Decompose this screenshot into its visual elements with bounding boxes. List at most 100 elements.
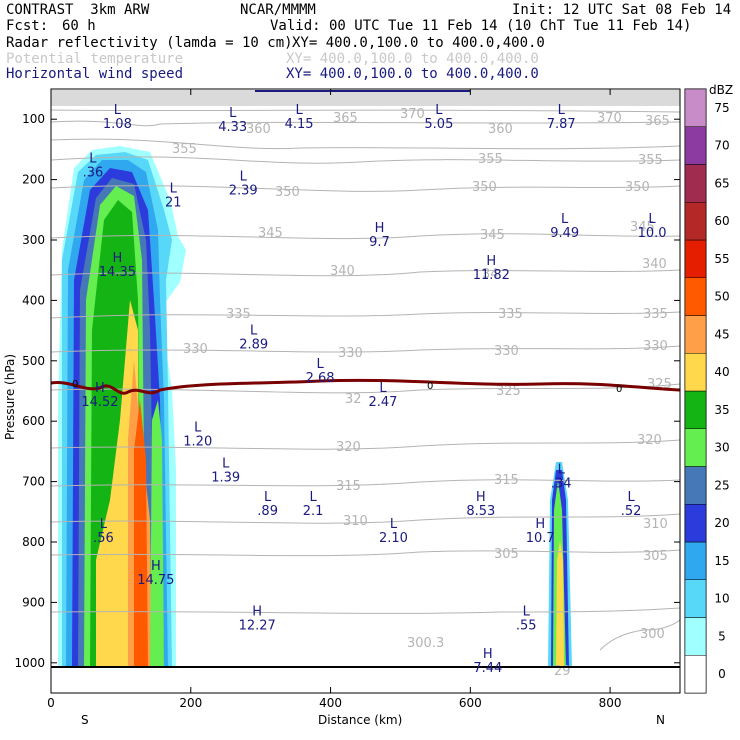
theta-label: 300.3: [407, 636, 444, 651]
theta-label: 345: [480, 228, 505, 243]
theta-contour: [51, 479, 680, 487]
theta-label: 305: [643, 549, 668, 564]
y-tick-label: 900: [22, 595, 45, 609]
colorbar-tick-label: 75: [714, 101, 729, 115]
theta-label: 350: [625, 180, 650, 195]
x-end-label-north: N: [656, 713, 665, 727]
wind-low-marker: L: [295, 103, 303, 118]
wind-extrema-value: .89: [257, 504, 278, 519]
wind-low-marker: L: [627, 490, 635, 505]
wind-low-marker: L: [264, 490, 272, 505]
theta-label: 340: [330, 264, 355, 279]
theta-label: 345: [258, 226, 283, 241]
theta-label: 32: [345, 392, 362, 407]
wind-extrema-value: 2.39: [229, 184, 258, 199]
wind-high-marker: H: [375, 221, 385, 236]
axes: 0 200 400 600 800 100 200 300 400 500 600 700 800 900…: [14, 89, 680, 710]
wind-extrema-value: 5.05: [424, 117, 453, 132]
colorbar-swatch: [684, 617, 707, 656]
colorbar-swatch: [684, 541, 707, 580]
theta-labels: 370 365 370 365 360 360 355 355 355 350 …: [172, 107, 672, 679]
refl-cell-west-30b: [150, 400, 164, 667]
colorbar-tick-label: 20: [714, 516, 729, 530]
wind-extrema-value: 21: [165, 196, 182, 211]
y-tick-label: 700: [22, 475, 45, 489]
wind-extrema-value: 1.20: [183, 434, 212, 449]
y-tick-label: 500: [22, 354, 45, 368]
colorbar-unit: dBZ: [709, 83, 733, 97]
wind-extrema-value: 11.82: [473, 268, 510, 283]
wind-extrema-value: .55: [516, 619, 537, 634]
wind-low-marker: L: [558, 463, 566, 478]
y-tick-label: 400: [22, 293, 45, 307]
colorbar-tick-label: 25: [714, 478, 729, 492]
y-tick-label: 300: [22, 233, 45, 247]
wind-extrema-value: 7.44: [473, 661, 502, 676]
theta-label: 360: [488, 122, 513, 137]
wind-low-marker: L: [435, 103, 443, 118]
colorbar-swatch: [684, 277, 707, 316]
y-tick-label: 100: [22, 112, 45, 126]
upper-theta-band: [51, 90, 680, 106]
theta-contour: [51, 383, 680, 394]
theta-label: 340: [642, 257, 667, 272]
wind-low-marker: L: [170, 182, 178, 197]
field2-xy: XY= 400.0,100.0 to 400.0,400.0: [286, 51, 539, 67]
wind-low-marker: L: [194, 420, 202, 435]
colorbar-swatch: [684, 315, 707, 354]
theta-label: 345: [630, 220, 655, 235]
wind-extrema-value: 10.0: [638, 226, 667, 241]
theta-contour: [51, 233, 680, 240]
colorbar-swatch: [684, 504, 707, 543]
x-tick-label: 0: [47, 696, 55, 710]
colorbar-swatch: [684, 353, 707, 392]
colorbar-tick-label: 45: [714, 327, 729, 341]
theta-contour: [51, 138, 680, 150]
x-tick-label: 600: [459, 696, 482, 710]
wind-high-marker: H: [483, 647, 493, 662]
y-tick-label: 600: [22, 414, 45, 428]
theta-label: 330: [494, 344, 519, 359]
colorbar-swatch: [684, 466, 707, 505]
theta-label: 330: [643, 339, 668, 354]
theta-label: 355: [638, 153, 663, 168]
theta-label: 315: [494, 473, 519, 488]
theta-contour: [51, 439, 680, 450]
colorbar-swatch: [684, 579, 707, 618]
theta-contours: [51, 109, 680, 651]
wind-extrema-value: 2.89: [239, 338, 268, 353]
theta-label: 300: [640, 627, 665, 642]
init-label: Init: 12 UTC Sat 08 Feb 14: [512, 2, 732, 18]
colorbar-tick-label: 55: [714, 252, 729, 266]
theta-label: 335: [498, 307, 523, 322]
freezing-level-label: 0: [616, 384, 622, 395]
fcst-label: Fcst:: [6, 18, 49, 34]
theta-label: 330: [183, 342, 208, 357]
wind-extrema-value: 14.75: [137, 573, 174, 588]
reflectivity-shading: [58, 146, 572, 667]
wind-extrema-value: 14.35: [99, 265, 136, 280]
colorbar-tick-label: 50: [714, 290, 729, 304]
theta-label: 310: [643, 517, 668, 532]
wind-low-marker: L: [89, 152, 97, 167]
wind-low-marker: L: [114, 103, 122, 118]
wind-extrema-value: 14.52: [81, 395, 118, 410]
theta-label: 370: [400, 107, 425, 122]
wind-low-marker: L: [648, 212, 656, 227]
colorbar-tick-label: 35: [714, 403, 729, 417]
wind-low-marker: L: [222, 457, 230, 472]
wind-high-marker: H: [151, 559, 161, 574]
wind-extrema-value: 8.53: [466, 504, 495, 519]
wind-extrema-value: .34: [551, 477, 572, 492]
wind-low-marker: L: [229, 106, 237, 121]
field3-xy: XY= 400.0,100.0 to 400.0,400.0: [286, 66, 539, 82]
theta-contour: [599, 619, 680, 651]
theta-contour: [51, 549, 680, 557]
theta-label: 350: [472, 180, 497, 195]
theta-label: 355: [478, 152, 503, 167]
y-tick-label: 1000: [14, 656, 45, 670]
colorbar-swatch: [684, 126, 707, 165]
wind-extrema-value: 10.7: [526, 531, 555, 546]
colorbar-swatch: [684, 390, 707, 429]
